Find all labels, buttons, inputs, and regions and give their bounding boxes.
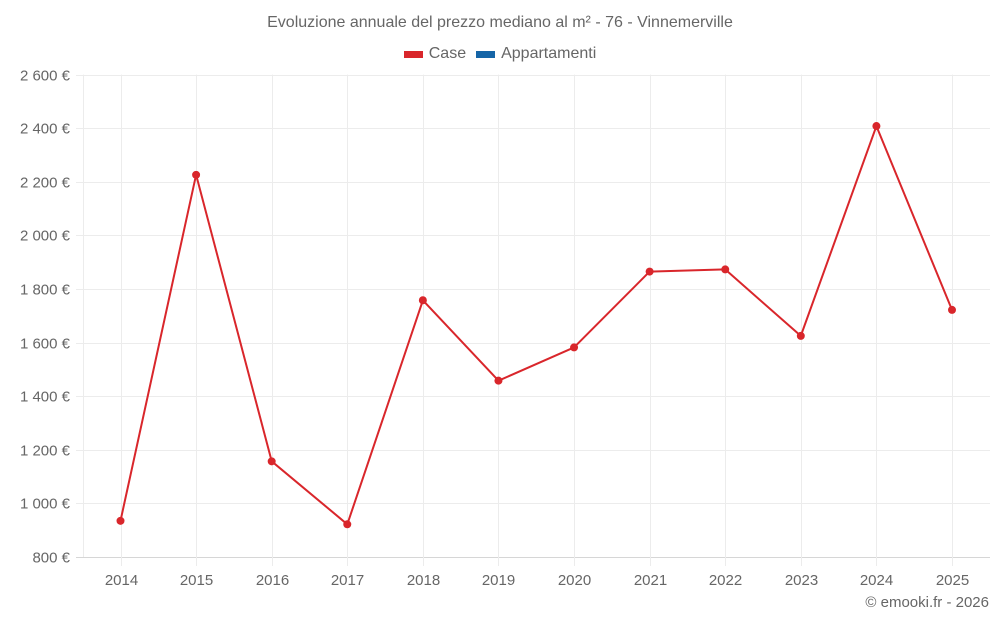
- data-point[interactable]: [494, 376, 503, 385]
- y-tick-label: 1 400 €: [20, 389, 71, 406]
- series-line: [119, 125, 953, 526]
- y-tick-label: 2 400 €: [20, 121, 71, 138]
- data-point[interactable]: [721, 265, 730, 274]
- x-tick-label: 2025: [936, 572, 969, 589]
- chart-title: Evoluzione annuale del prezzo mediano al…: [267, 14, 733, 31]
- x-tick-label: 2017: [331, 572, 364, 589]
- data-point[interactable]: [948, 305, 956, 314]
- data-point[interactable]: [116, 516, 125, 525]
- data-point[interactable]: [872, 122, 881, 131]
- y-tick-label: 1 600 €: [20, 336, 71, 353]
- x-tick-label: 2015: [180, 572, 213, 589]
- y-tick-label: 2 600 €: [20, 68, 71, 85]
- x-tick-label: 2024: [860, 572, 893, 589]
- data-point[interactable]: [570, 343, 579, 352]
- legend-item-case[interactable]: Case: [403, 45, 467, 63]
- data-point[interactable]: [343, 520, 352, 529]
- y-tick-label: 1 200 €: [20, 443, 71, 460]
- x-tick-label: 2022: [709, 572, 742, 589]
- data-point[interactable]: [796, 331, 805, 340]
- x-tick-label: 2021: [634, 572, 667, 589]
- series-case: [116, 122, 956, 529]
- data-point[interactable]: [645, 267, 654, 276]
- x-tick-label: 2019: [482, 572, 515, 589]
- credit-text: © emooki.fr - 2026: [865, 594, 989, 611]
- y-tick-label: 800 €: [32, 550, 70, 567]
- x-axis: 2014 2015 2016 2017 2018 2019 2020 2021 2022 2023…: [105, 572, 969, 589]
- data-point[interactable]: [267, 457, 276, 466]
- y-tick-label: 1 000 €: [20, 496, 71, 513]
- x-tick-label: 2023: [785, 572, 818, 589]
- legend-label-appartamenti: Appartamenti: [501, 45, 597, 62]
- legend: Case Appartamenti: [0, 45, 1000, 63]
- x-tick-label: 2014: [105, 572, 138, 589]
- y-axis: 800 € 1 000 € 1 200 € 1 400 € 1 600 € 1 800 €…: [20, 68, 71, 567]
- legend-swatch-case: [403, 50, 423, 58]
- x-tick-label: 2018: [407, 572, 440, 589]
- data-point[interactable]: [192, 170, 201, 179]
- x-tick-label: 2020: [558, 572, 591, 589]
- y-tick-label: 2 000 €: [20, 228, 71, 245]
- y-tick-label: 1 800 €: [20, 282, 71, 299]
- gridlines: [76, 74, 990, 566]
- x-tick-label: 2016: [256, 572, 289, 589]
- legend-label-case: Case: [428, 45, 467, 62]
- y-tick-label: 2 200 €: [20, 175, 71, 192]
- data-point[interactable]: [418, 296, 427, 305]
- legend-swatch-appartamenti: [476, 50, 496, 58]
- legend-item-appartamenti[interactable]: Appartamenti: [476, 45, 596, 63]
